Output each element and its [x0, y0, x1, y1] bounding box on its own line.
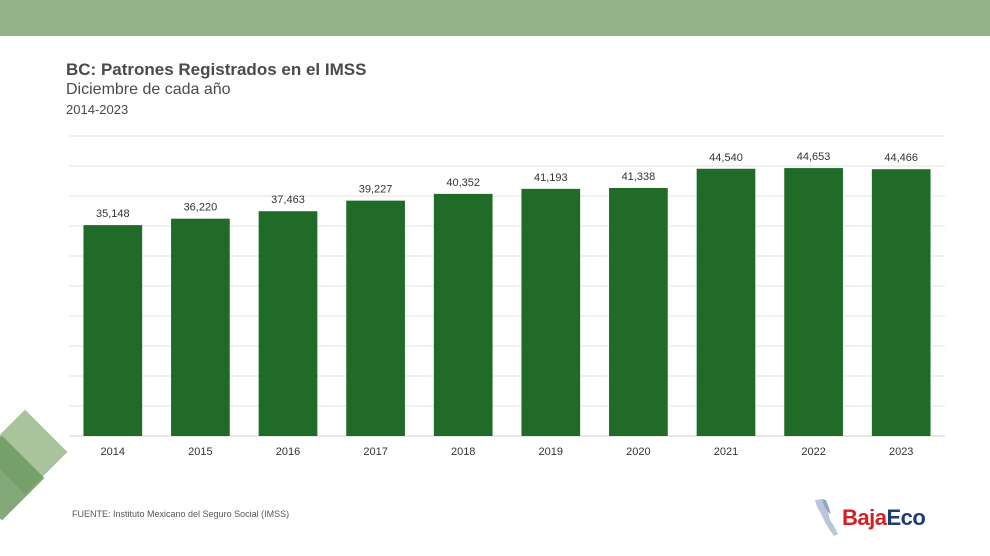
logo-text-baja: Baja: [842, 505, 887, 530]
x-tick-label-2023: 2023: [889, 446, 913, 458]
data-label-2015: 36,220: [184, 202, 218, 214]
bar-2016: [258, 211, 318, 436]
bar-2014: [83, 225, 143, 436]
top-band: [0, 0, 990, 36]
x-tick-label-2014: 2014: [101, 446, 125, 458]
x-tick-label-2016: 2016: [276, 446, 300, 458]
x-tick-label-2022: 2022: [801, 446, 825, 458]
data-label-2017: 39,227: [359, 184, 393, 196]
data-label-2019: 41,193: [534, 172, 568, 184]
baja-california-map-icon: [815, 499, 838, 536]
chart-title: BC: Patrones Registrados en el IMSS: [66, 60, 367, 79]
data-label-2022: 44,653: [797, 151, 831, 163]
chart-header: BC: Patrones Registrados en el IMSS Dici…: [66, 60, 366, 119]
source-note: FUENTE: Instituto Mexicano del Seguro So…: [72, 509, 290, 519]
x-tick-label-2020: 2020: [626, 446, 650, 458]
data-label-2014: 35,148: [96, 208, 130, 220]
bar-2021: [696, 168, 756, 436]
x-tick-label-2015: 2015: [188, 446, 212, 458]
bar-2018: [433, 193, 493, 436]
bar-2015: [171, 218, 230, 436]
bar-2022: [784, 168, 843, 436]
bar-2020: [609, 187, 668, 436]
x-tick-label-2017: 2017: [363, 446, 387, 458]
x-tick-label-2019: 2019: [539, 446, 563, 458]
chart-subtitle: Diciembre de cada año: [66, 81, 231, 98]
logo-wordmark: BajaEco: [842, 505, 926, 531]
data-label-2016: 37,463: [271, 194, 305, 206]
data-label-2021: 44,540: [709, 152, 743, 164]
chart-period: 2014-2023: [66, 102, 129, 117]
x-tick-label-2021: 2021: [714, 446, 738, 458]
bar-2023: [871, 169, 931, 437]
bajaeco-logo: BajaEco: [812, 498, 952, 538]
x-tick-label-2018: 2018: [451, 446, 475, 458]
data-label-2020: 41,338: [622, 171, 656, 183]
bar-2019: [521, 188, 581, 436]
bar-2017: [346, 200, 405, 436]
data-label-2023: 44,466: [884, 152, 918, 164]
decorative-squares: [0, 400, 100, 556]
logo-text-eco: Eco: [886, 505, 926, 530]
data-label-2018: 40,352: [446, 177, 480, 189]
